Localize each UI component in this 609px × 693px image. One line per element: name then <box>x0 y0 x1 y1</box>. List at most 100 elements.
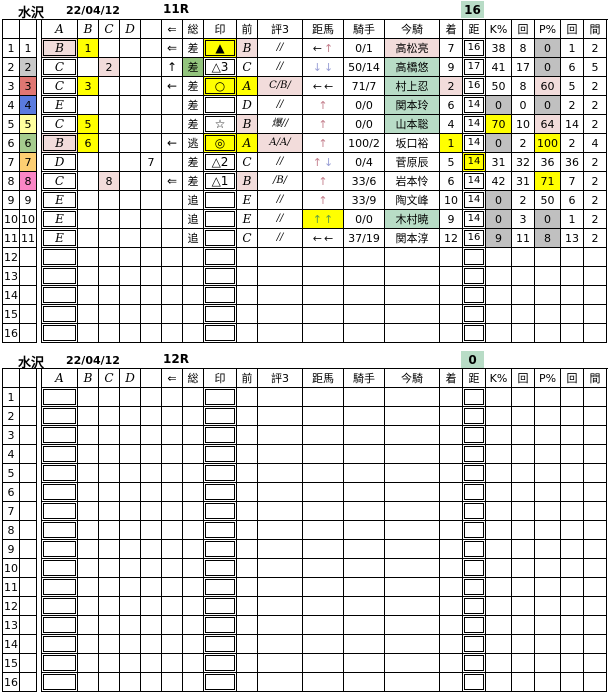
cell-horse-number[interactable] <box>20 502 37 521</box>
cell-row-number[interactable]: 4 <box>3 96 20 115</box>
cell-count2[interactable]: 5 <box>561 77 584 96</box>
cell-p-pct[interactable] <box>535 286 561 305</box>
cell-col-blank[interactable] <box>141 407 162 426</box>
cell-eval3[interactable]: // <box>258 96 303 115</box>
cell-prev-rank[interactable]: C <box>237 58 258 77</box>
cell-col-c[interactable] <box>99 229 120 248</box>
cell-row-number[interactable]: 8 <box>3 172 20 191</box>
cell-finish-pos[interactable] <box>440 407 463 426</box>
header-r1[interactable]: 回 <box>512 20 535 39</box>
cell-col-b[interactable] <box>78 172 99 191</box>
cell-count1[interactable] <box>512 521 535 540</box>
cell-count1[interactable] <box>512 483 535 502</box>
cell-dist-arrows[interactable]: ↑ <box>303 172 344 191</box>
cell-p-pct[interactable]: 100 <box>535 134 561 153</box>
cell-count2[interactable]: 14 <box>561 115 584 134</box>
cell-eval3[interactable] <box>258 426 303 445</box>
header-arr[interactable]: ⇐ <box>162 20 183 39</box>
cell-interval[interactable] <box>584 521 607 540</box>
cell-rank[interactable] <box>41 616 78 635</box>
cell-running-style[interactable] <box>183 673 204 692</box>
cell-interval[interactable]: 5 <box>584 58 607 77</box>
cell-interval[interactable] <box>584 286 607 305</box>
cell-horse-number[interactable] <box>20 654 37 673</box>
cell-finish-pos[interactable] <box>440 521 463 540</box>
cell-col-blank[interactable] <box>141 426 162 445</box>
cell-p-pct[interactable] <box>535 388 561 407</box>
cell-k-pct[interactable]: 0 <box>486 134 512 153</box>
cell-distance[interactable]: 16 <box>463 229 486 248</box>
cell-jockey-rate[interactable] <box>344 578 385 597</box>
cell-col-blank[interactable] <box>141 540 162 559</box>
cell-count1[interactable] <box>512 286 535 305</box>
cell-pick-mark[interactable]: △1 <box>204 172 237 191</box>
cell-eval3[interactable] <box>258 635 303 654</box>
cell-pick-mark[interactable] <box>204 578 237 597</box>
cell-k-pct[interactable] <box>486 559 512 578</box>
cell-row-number[interactable]: 5 <box>3 115 20 134</box>
cell-distance[interactable] <box>463 673 486 692</box>
cell-prev-rank[interactable] <box>237 324 258 343</box>
cell-rank[interactable] <box>41 267 78 286</box>
cell-distance[interactable]: 14 <box>463 172 486 191</box>
cell-finish-pos[interactable] <box>440 464 463 483</box>
cell-pick-mark[interactable]: ◎ <box>204 134 237 153</box>
cell-col-blank[interactable] <box>141 96 162 115</box>
cell-eval3[interactable]: // <box>258 153 303 172</box>
cell-prev-rank[interactable] <box>237 267 258 286</box>
cell-finish-pos[interactable] <box>440 483 463 502</box>
cell-col-c[interactable] <box>99 521 120 540</box>
cell-jockey-name[interactable]: 岩本怜 <box>385 172 440 191</box>
cell-running-style[interactable]: 追 <box>183 229 204 248</box>
cell-dist-arrows[interactable] <box>303 426 344 445</box>
cell-col-b[interactable] <box>78 483 99 502</box>
cell-horse-number[interactable]: 4 <box>20 96 37 115</box>
cell-jockey-rate[interactable]: 71/7 <box>344 77 385 96</box>
cell-k-pct[interactable]: 38 <box>486 39 512 58</box>
cell-distance[interactable] <box>463 388 486 407</box>
cell-interval[interactable] <box>584 324 607 343</box>
cell-running-style[interactable]: 差 <box>183 115 204 134</box>
header-mark[interactable]: 印 <box>204 369 237 388</box>
cell-pick-mark[interactable] <box>204 445 237 464</box>
cell-distance[interactable] <box>463 559 486 578</box>
cell-row-number[interactable]: 2 <box>3 407 20 426</box>
cell-col-blank[interactable] <box>141 388 162 407</box>
cell-running-style[interactable] <box>183 521 204 540</box>
cell-jockey-name[interactable] <box>385 654 440 673</box>
cell-col-c[interactable] <box>99 597 120 616</box>
cell-pick-mark[interactable] <box>204 654 237 673</box>
cell-col-blank[interactable] <box>141 210 162 229</box>
cell-move-arrow[interactable] <box>162 426 183 445</box>
cell-row-number[interactable]: 10 <box>3 559 20 578</box>
cell-move-arrow[interactable] <box>162 153 183 172</box>
cell-col-blank[interactable] <box>141 578 162 597</box>
cell-count1[interactable] <box>512 324 535 343</box>
header-b[interactable]: B <box>78 20 99 39</box>
cell-count2[interactable] <box>561 578 584 597</box>
cell-row-number[interactable]: 15 <box>3 654 20 673</box>
cell-move-arrow[interactable] <box>162 305 183 324</box>
cell-k-pct[interactable] <box>486 464 512 483</box>
cell-interval[interactable] <box>584 673 607 692</box>
cell-col-b[interactable]: 5 <box>78 115 99 134</box>
cell-row-number[interactable]: 11 <box>3 229 20 248</box>
cell-move-arrow[interactable] <box>162 673 183 692</box>
cell-horse-number[interactable] <box>20 578 37 597</box>
cell-col-blank[interactable] <box>141 324 162 343</box>
cell-jockey-rate[interactable] <box>344 305 385 324</box>
cell-jockey-name[interactable] <box>385 616 440 635</box>
cell-col-c[interactable] <box>99 635 120 654</box>
cell-running-style[interactable] <box>183 597 204 616</box>
header-e[interactable] <box>141 369 162 388</box>
cell-col-d[interactable] <box>120 388 141 407</box>
cell-running-style[interactable] <box>183 502 204 521</box>
cell-horse-number[interactable]: 7 <box>20 153 37 172</box>
cell-count2[interactable] <box>561 597 584 616</box>
cell-col-b[interactable] <box>78 267 99 286</box>
cell-running-style[interactable] <box>183 654 204 673</box>
cell-col-blank[interactable] <box>141 229 162 248</box>
cell-distance[interactable]: 14 <box>463 115 486 134</box>
cell-finish-pos[interactable] <box>440 635 463 654</box>
cell-col-d[interactable] <box>120 248 141 267</box>
